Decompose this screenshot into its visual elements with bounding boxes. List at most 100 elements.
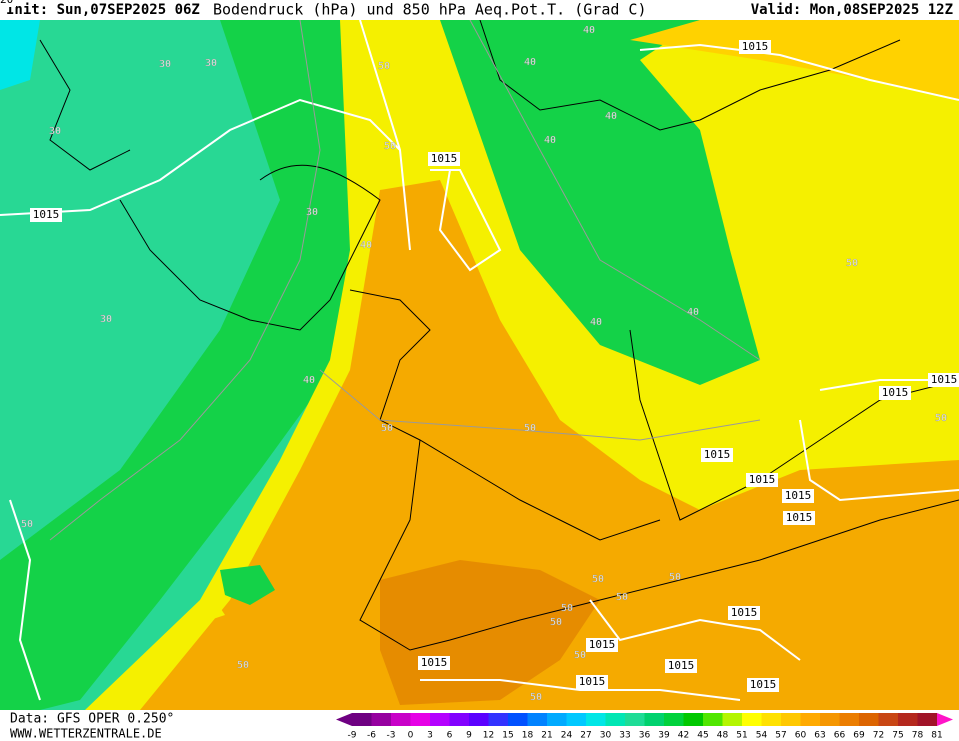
isotherm-label: 50 — [592, 574, 604, 585]
isobar-label-box — [782, 489, 814, 503]
colorbar-tick-label: 3 — [427, 731, 433, 741]
colorbar-swatch — [859, 713, 879, 726]
isotherm-label: 30 — [159, 59, 171, 70]
field-cyan — [0, 20, 40, 90]
colorbar-swatch — [586, 713, 606, 726]
colorbar-swatch — [878, 713, 898, 726]
colorbar-swatch — [683, 713, 703, 726]
coastline — [479, 19, 901, 131]
site-label: WWW.WETTERZENTRALE.DE — [10, 727, 162, 741]
colorbar-swatch — [820, 713, 840, 726]
isotherm — [319, 369, 761, 441]
valid-label: Valid: Mon,08SEP2025 12Z — [751, 2, 953, 18]
isobars — [0, 19, 959, 701]
border-line — [629, 329, 959, 521]
isobar — [420, 599, 801, 701]
colorbar-swatch — [625, 713, 645, 726]
colorbar-swatch — [508, 713, 528, 726]
isobar-label-box — [586, 638, 618, 652]
isobar-label-box — [30, 208, 62, 222]
isobar-label: 1015 — [668, 659, 695, 672]
colorbar-swatch — [917, 713, 937, 726]
colorbar-tick-label: 81 — [931, 731, 942, 741]
colorbar-swatch — [547, 713, 567, 726]
colorbar-tick-label: 18 — [522, 731, 534, 741]
colorbar-swatch — [781, 713, 801, 726]
isotherm-label: 50 — [381, 423, 393, 434]
colorbar-tick-label: 42 — [678, 731, 689, 741]
isotherm-label: 40 — [524, 57, 536, 68]
isotherm-label: 50 — [561, 603, 573, 614]
isobar-label-box — [928, 373, 959, 387]
colorbar-tick-label: 78 — [912, 731, 924, 741]
colorbar-tick-label: 12 — [483, 731, 494, 741]
isobar-label: 1015 — [786, 511, 813, 524]
colorbar-tick-label: 69 — [853, 731, 865, 741]
coastline — [39, 39, 131, 171]
isobar-label: 1015 — [931, 373, 958, 386]
colorbar-tick-label: 27 — [580, 731, 591, 741]
colorbar-tick-label: 39 — [658, 731, 670, 741]
field-orange — [140, 180, 959, 710]
map-title: Bodendruck (hPa) und 850 hPa Aeq.Pot.T. … — [213, 1, 646, 19]
colorbar-swatch — [742, 713, 762, 726]
isobar-label: 1015 — [579, 675, 606, 688]
colorbar-tick-label: 63 — [814, 731, 825, 741]
isotherm-label: 40 — [303, 375, 315, 386]
colorbar-tick-label: 48 — [717, 731, 729, 741]
isobar-label-box — [665, 659, 697, 673]
isobar — [9, 499, 41, 701]
border-line — [359, 439, 959, 651]
isobar-label: 1015 — [882, 386, 909, 399]
colorbar-swatch — [644, 713, 664, 726]
colorbar-tick-label: 24 — [561, 731, 573, 741]
isotherm-label: 50 — [574, 650, 586, 661]
colorbar-swatch — [898, 713, 918, 726]
isotherm — [469, 19, 761, 361]
colorbar-swatch — [527, 713, 547, 726]
isobar-label-box — [701, 448, 733, 462]
colorbar-swatch — [488, 713, 508, 726]
colorbar-swatch — [800, 713, 820, 726]
isobar-label-box — [783, 511, 815, 525]
colorbar-swatch — [722, 713, 742, 726]
colorbar-tick-label: -6 — [367, 731, 376, 741]
isobar-label: 1015 — [750, 678, 777, 691]
colorbar-swatch — [469, 713, 489, 726]
colorbar: -9 -6 -3 0 3 6 9 12 15 18 21 24 27 30 33 36 39 42 45 48 51 54… — [336, 713, 953, 741]
isobar-label: 1015 — [33, 208, 60, 221]
isobar-label: 1015 — [589, 638, 616, 651]
isobar-label-box — [576, 675, 608, 689]
field-yellow-patch — [200, 600, 225, 620]
header-bar — [0, 0, 959, 20]
isotherm-label: 50 — [935, 413, 947, 424]
isobar — [639, 43, 959, 101]
field-green-patch — [220, 565, 275, 605]
colorbar-tick-label: -9 — [348, 731, 357, 741]
colorbar-swatch — [566, 713, 586, 726]
isobar-label-box — [728, 606, 760, 620]
colorbar-tick-label: 66 — [834, 731, 846, 741]
colorbar-swatch — [391, 713, 411, 726]
isotherm — [49, 19, 321, 541]
isotherms — [49, 19, 761, 541]
colorbar-tick-label: 72 — [873, 731, 884, 741]
colorbar-tick-label: 51 — [736, 731, 747, 741]
isotherm-label: 50 — [378, 61, 390, 72]
colorbar-swatch — [430, 713, 450, 726]
init-label: Init: Sun,07SEP2025 06Z — [6, 2, 200, 18]
isobar — [359, 19, 411, 251]
map-field — [0, 20, 959, 710]
isotherm-label: 30 — [205, 58, 217, 69]
colorbar-low-arrow — [336, 713, 352, 726]
contour-labels: 30 30 30 30 30 40 40 40 40 40 40 40 40 50 50 50 50 50 50 50… — [0, 0, 959, 703]
colorbar-swatch — [761, 713, 781, 726]
isotherm-label: 40 — [583, 25, 595, 36]
isobar-label: 1015 — [749, 473, 776, 486]
isobar-label-box — [418, 656, 450, 670]
colorbar-tick-label: 15 — [502, 731, 513, 741]
isobar-label: 1015 — [731, 606, 758, 619]
isobar-label: 1015 — [742, 40, 769, 53]
coastline — [119, 164, 381, 331]
colorbar-tick-label: 36 — [639, 731, 651, 741]
